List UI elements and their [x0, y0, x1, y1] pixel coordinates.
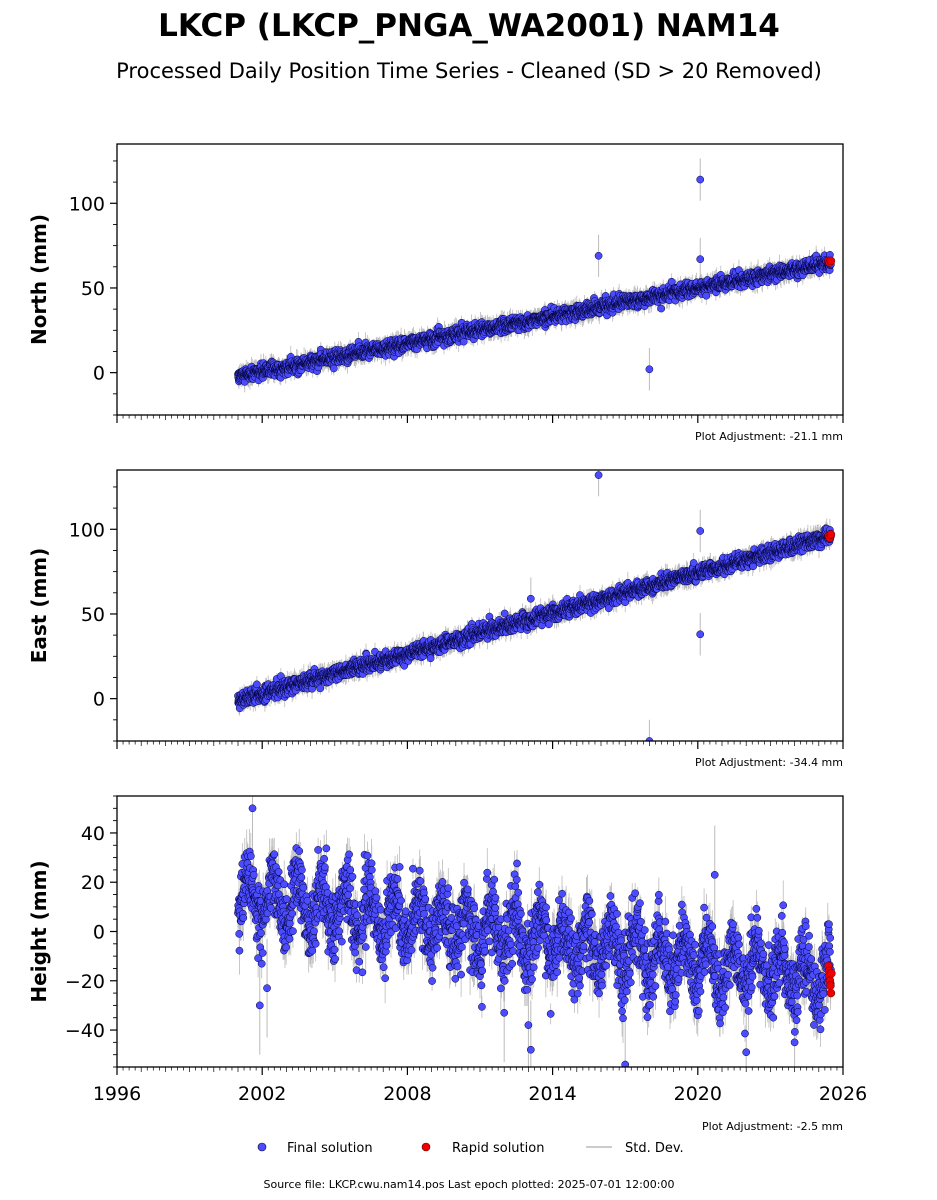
outlier-point	[696, 255, 705, 264]
final-point	[459, 337, 468, 346]
outlier-point	[696, 175, 705, 184]
rapid-point	[826, 256, 836, 266]
final-point	[329, 364, 338, 373]
y-tick-label: 0	[93, 363, 105, 385]
chart-title: LKCP (LKCP_PNGA_WA2001) NAM14	[158, 8, 780, 44]
chart-subtitle: Processed Daily Position Time Series - C…	[116, 59, 822, 83]
y-tick-label: 50	[81, 278, 105, 300]
final-point	[702, 291, 711, 300]
outlier-point	[645, 365, 654, 374]
y-tick-label: 100	[69, 193, 105, 215]
north-rapid-points	[824, 256, 836, 267]
outlier-point	[594, 251, 603, 260]
final-point	[657, 304, 666, 313]
north-final-points	[234, 175, 835, 386]
